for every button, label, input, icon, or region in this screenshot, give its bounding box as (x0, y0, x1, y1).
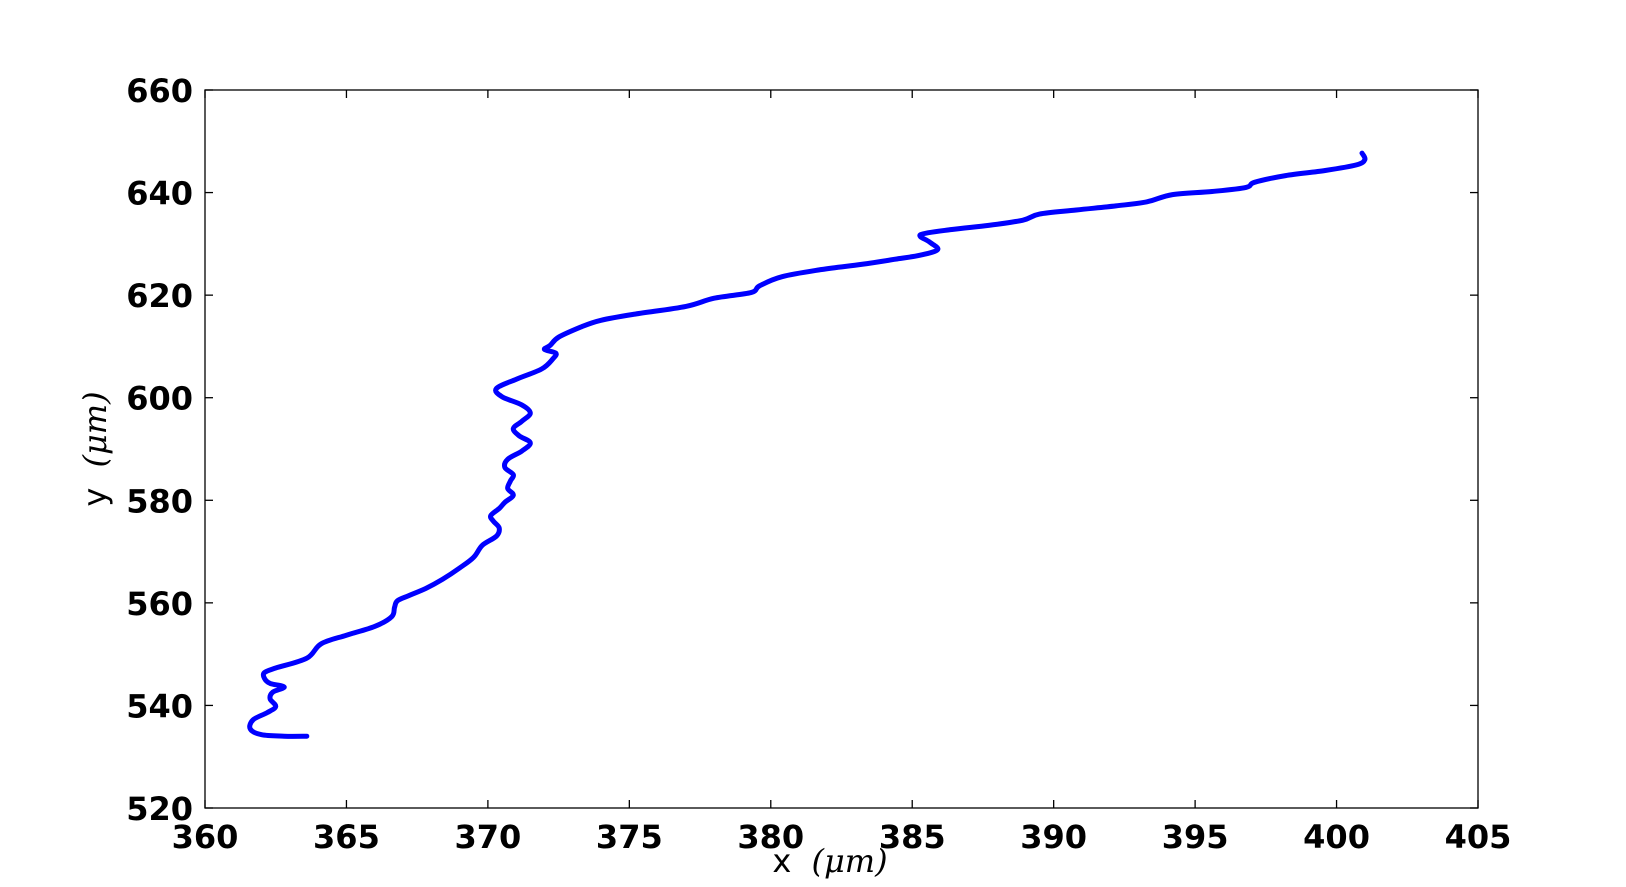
x-tick-label: 360 (172, 818, 239, 856)
y-axis-label: y (μm) (76, 391, 114, 506)
x-axis-label-unit: (μm) (812, 842, 888, 880)
x-tick-label: 380 (737, 818, 804, 856)
y-tick-label: 640 (126, 175, 193, 213)
series-line (247, 150, 1368, 739)
x-tick-label: 375 (596, 818, 663, 856)
x-axis-label: x (μm) (772, 842, 887, 880)
y-axis-label-unit: (μm) (76, 391, 114, 467)
tick-labels-group: 360 365 370 375 380 385 390 395 400 405 520 540 560 5… (126, 72, 1511, 856)
ticks-group (204, 89, 1479, 809)
x-tick-label: 365 (313, 818, 380, 856)
x-tick-label: 400 (1303, 818, 1370, 856)
y-axis-label-var: y (76, 488, 114, 507)
x-tick-label: 385 (879, 818, 946, 856)
plot-area (205, 90, 1478, 808)
y-tick-label: 540 (126, 687, 193, 725)
x-tick-label: 395 (1162, 818, 1229, 856)
x-tick-label: 405 (1445, 818, 1512, 856)
y-tick-label: 620 (126, 277, 193, 315)
y-tick-label: 600 (126, 380, 193, 418)
x-tick-label: 370 (454, 818, 521, 856)
y-tick-label: 560 (126, 585, 193, 623)
x-tick-label: 390 (1020, 818, 1087, 856)
x-axis-label-var: x (772, 842, 791, 880)
y-tick-label: 520 (126, 790, 193, 828)
y-tick-label: 580 (126, 482, 193, 520)
y-tick-label: 660 (126, 72, 193, 110)
plot-frame (204, 89, 1479, 809)
